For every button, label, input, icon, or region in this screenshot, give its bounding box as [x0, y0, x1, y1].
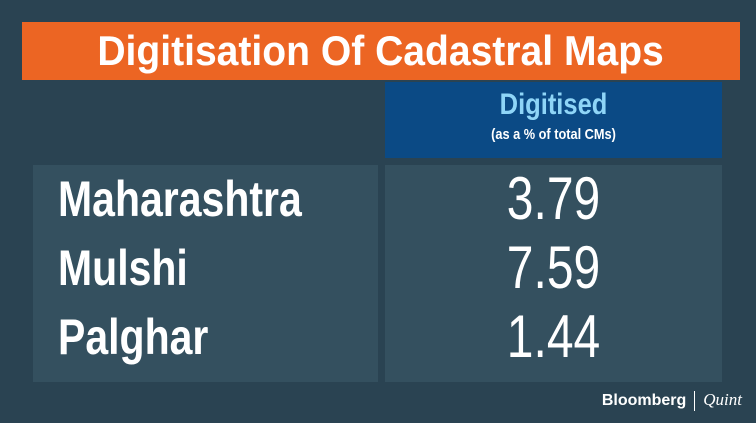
row-name: Maharashtra [58, 171, 302, 227]
header-sublabel: (as a % of total CMs) [491, 126, 616, 143]
partner: Quint [703, 390, 742, 409]
values-panel [385, 165, 722, 382]
row-value: 3.79 [506, 165, 601, 232]
row-name: Palghar [58, 309, 209, 365]
row-value: 1.44 [506, 303, 601, 370]
footer: Bloomberg Quint [602, 390, 742, 411]
names-panel [33, 165, 378, 382]
header-label: Digitised [499, 88, 608, 121]
row-name: Mulshi [58, 240, 188, 296]
column-header: Digitised (as a % of total CMs) [385, 82, 722, 158]
separator [694, 390, 696, 411]
title: Digitisation Of Cadastral Maps [97, 27, 665, 74]
title-banner: Digitisation Of Cadastral Maps [22, 22, 740, 80]
row-value: 7.59 [506, 234, 601, 301]
brand: Bloomberg [601, 392, 687, 409]
